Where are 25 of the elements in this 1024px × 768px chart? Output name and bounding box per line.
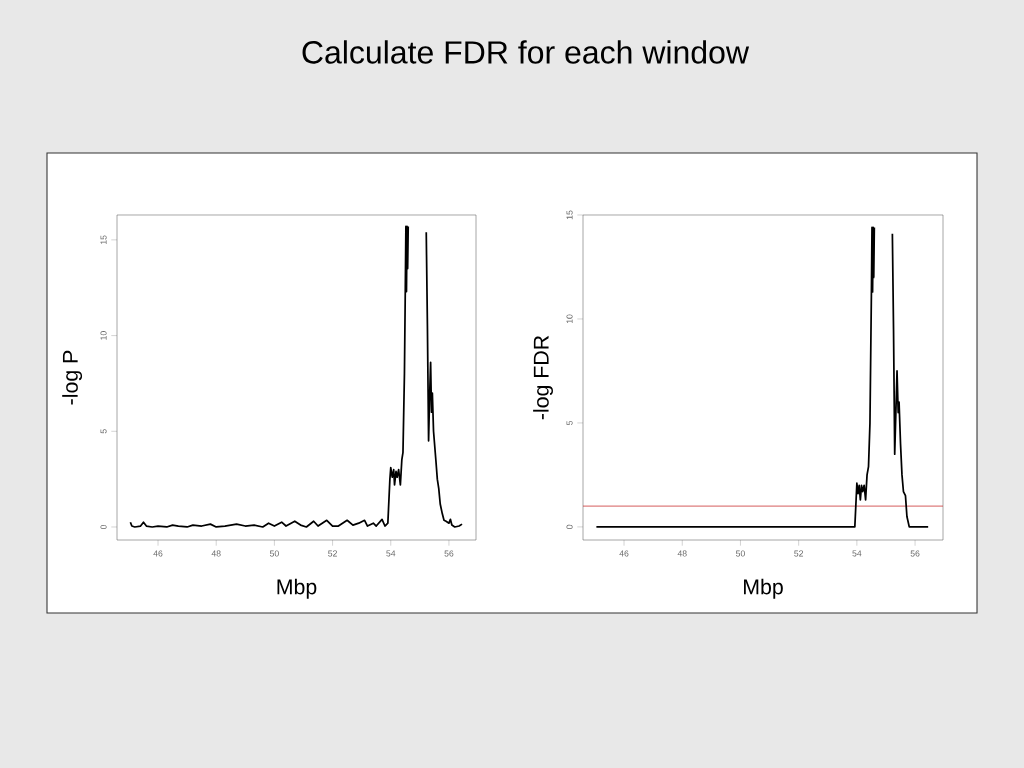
y-tick-label: 10 [100, 331, 107, 340]
y-tick-label: 15 [566, 210, 573, 220]
x-tick-label: 54 [852, 550, 862, 557]
y-tick-label: 0 [100, 524, 107, 530]
x-tick-label: 52 [328, 550, 337, 557]
x-tick-label: 50 [735, 550, 745, 557]
y-axis-title: -log FDR [533, 335, 553, 420]
y-tick-label: 10 [566, 314, 573, 324]
y-tick-label: 5 [100, 429, 107, 434]
x-tick-label: 48 [677, 550, 687, 557]
y-tick-label: 15 [100, 235, 107, 245]
x-tick-label: 46 [153, 550, 163, 557]
chart-title: Calculate FDR for each window [302, 40, 750, 64]
y-axis-title: -log P [62, 350, 83, 405]
x-tick-label: 50 [269, 550, 279, 557]
x-tick-label: 46 [619, 550, 629, 557]
x-axis-title: Mbp [277, 578, 317, 599]
x-tick-label: 54 [386, 550, 396, 557]
y-tick-label: 0 [566, 524, 573, 529]
x-tick-label: 56 [444, 550, 454, 557]
x-tick-label: 48 [211, 550, 221, 557]
x-tick-label: 56 [910, 550, 920, 557]
y-tick-label: 5 [566, 420, 573, 425]
x-axis-title: Mbp [744, 578, 783, 599]
x-tick-label: 52 [794, 550, 804, 557]
